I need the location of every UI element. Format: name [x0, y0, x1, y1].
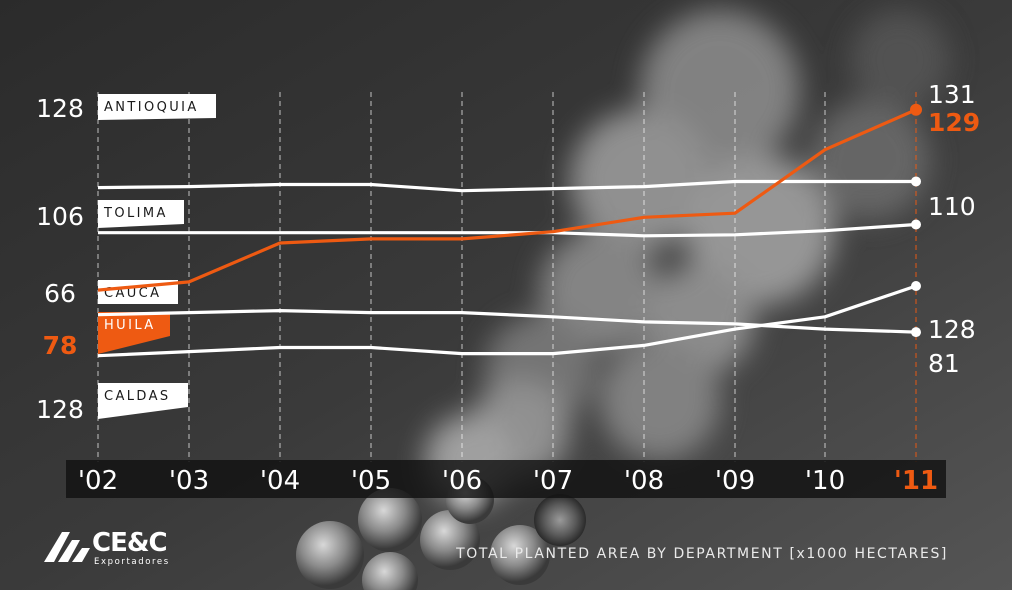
series-tag-box — [98, 200, 184, 228]
company-logo: CE&C Exportadores — [42, 528, 192, 568]
x-tick-label: '11 — [894, 466, 938, 496]
series-line — [97, 309, 917, 334]
x-tick-label: '02 — [78, 466, 118, 496]
series-end-value: 128 — [928, 315, 976, 344]
x-tick-label: '07 — [533, 466, 573, 496]
x-tick-label: '05 — [351, 466, 391, 496]
x-tick-label: '06 — [442, 466, 482, 496]
series-line — [98, 222, 917, 238]
logo-text: CE&C — [92, 528, 168, 558]
start-value-labels: 128 106 66 78 128 — [36, 94, 84, 424]
series-tag-box — [98, 383, 188, 419]
x-tick-label: '09 — [715, 466, 755, 496]
series-start-value: 66 — [44, 279, 76, 308]
x-axis-band — [66, 460, 946, 498]
series-end-value: 110 — [928, 192, 976, 221]
grid-lines — [97, 92, 917, 462]
series-line — [97, 108, 917, 292]
series-end-point — [911, 327, 921, 338]
series-line — [97, 284, 917, 358]
x-tick-label: '08 — [624, 466, 664, 496]
series-end-point — [911, 176, 921, 187]
series-end-point — [911, 281, 921, 291]
series-lines — [97, 103, 922, 358]
series-tag-label: CALDAS — [104, 389, 171, 404]
x-tick-label: '10 — [805, 466, 845, 496]
chart-caption: TOTAL PLANTED AREA BY DEPARTMENT [x1000 … — [456, 546, 948, 562]
series-tag-label: ANTIOQUIA — [104, 100, 199, 115]
logo-subtext: Exportadores — [94, 557, 170, 567]
series-start-value: 128 — [36, 94, 84, 123]
x-tick-label: '04 — [260, 466, 300, 496]
logo-mark-icon — [44, 532, 90, 562]
series-end-value: 129 — [928, 108, 980, 137]
series-start-value: 106 — [36, 202, 84, 231]
series-tag-label: HUILA — [104, 318, 156, 333]
series-line — [97, 179, 916, 193]
series-tag-box — [98, 94, 216, 120]
end-value-labels: 131 110 128 129 81 — [928, 80, 980, 378]
series-end-value: 131 — [928, 80, 976, 109]
series-tag-box — [98, 312, 170, 354]
series-end-value: 81 — [928, 349, 960, 378]
series-start-value: 128 — [36, 395, 84, 424]
series-start-value: 78 — [43, 331, 78, 360]
x-axis-ticks: '02 '03 '04 '05 '06 '07 '08 '09 '10 '11 — [78, 466, 938, 496]
series-end-point — [910, 103, 922, 116]
series-tag-label: TOLIMA — [103, 206, 168, 221]
series-end-point — [911, 219, 921, 230]
x-tick-label: '03 — [169, 466, 209, 496]
